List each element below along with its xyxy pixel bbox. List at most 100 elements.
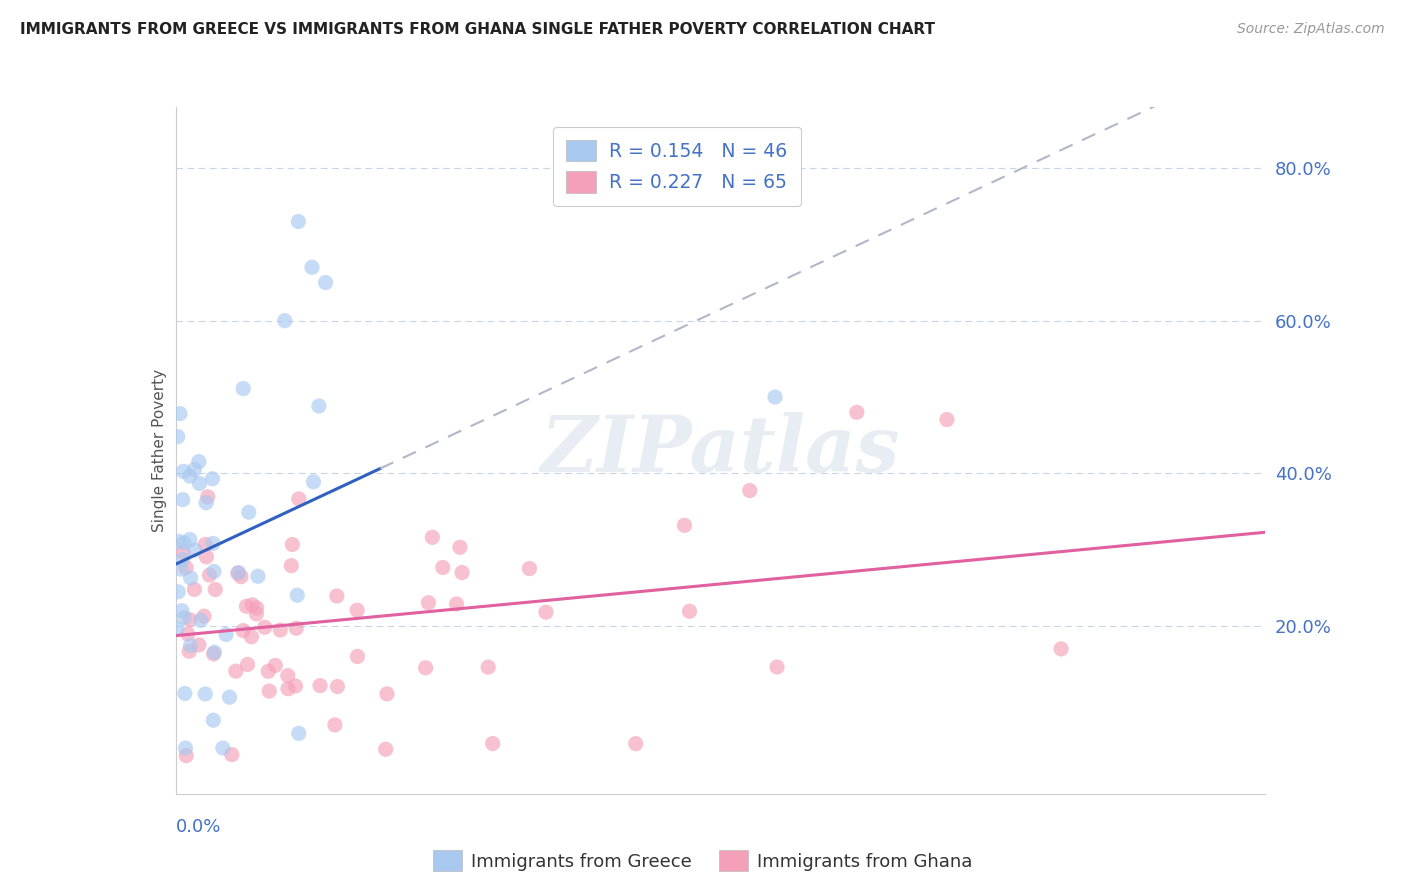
Point — [238, 505, 260, 519]
Legend: Immigrants from Greece, Immigrants from Ghana: Immigrants from Greece, Immigrants from … — [426, 843, 980, 879]
Point — [1050, 641, 1073, 656]
Point — [172, 545, 194, 559]
Point — [177, 627, 200, 641]
Point — [451, 566, 474, 580]
Point — [432, 560, 454, 574]
Point — [375, 687, 398, 701]
Point — [173, 536, 195, 550]
Point — [229, 569, 252, 583]
Point — [235, 599, 257, 614]
Point — [188, 638, 211, 652]
Point — [422, 530, 444, 544]
Point — [326, 680, 349, 694]
Point — [174, 560, 197, 574]
Point — [202, 536, 225, 550]
Point — [170, 562, 193, 576]
Point — [202, 647, 225, 661]
Point — [302, 475, 325, 489]
Point — [226, 566, 249, 581]
Point — [274, 314, 297, 328]
Point — [201, 472, 224, 486]
Point — [315, 276, 337, 290]
Point — [763, 390, 786, 404]
Point — [766, 660, 789, 674]
Text: 0.0%: 0.0% — [176, 818, 221, 836]
Point — [308, 399, 330, 413]
Point — [301, 260, 323, 275]
Point — [180, 571, 202, 585]
Point — [212, 741, 235, 756]
Point — [228, 566, 250, 580]
Point — [167, 584, 190, 599]
Point — [449, 541, 471, 555]
Point — [170, 604, 193, 618]
Point — [285, 621, 308, 635]
Text: IMMIGRANTS FROM GREECE VS IMMIGRANTS FROM GHANA SINGLE FATHER POVERTY CORRELATIO: IMMIGRANTS FROM GREECE VS IMMIGRANTS FRO… — [20, 22, 935, 37]
Point — [481, 737, 503, 751]
Point — [180, 639, 202, 653]
Point — [166, 430, 188, 444]
Point — [287, 726, 309, 740]
Point — [221, 747, 243, 762]
Point — [204, 582, 226, 597]
Point — [183, 462, 205, 476]
Point — [190, 613, 212, 627]
Point — [172, 552, 194, 566]
Legend: R = 0.154   N = 46, R = 0.227   N = 65: R = 0.154 N = 46, R = 0.227 N = 65 — [553, 127, 801, 206]
Point — [174, 741, 197, 756]
Point — [374, 742, 396, 756]
Point — [446, 597, 468, 611]
Point — [179, 533, 201, 547]
Point — [197, 490, 219, 504]
Y-axis label: Single Father Poverty: Single Father Poverty — [152, 369, 167, 532]
Point — [287, 491, 309, 506]
Point — [174, 748, 197, 763]
Point — [218, 690, 240, 705]
Point — [264, 658, 287, 673]
Point — [179, 469, 201, 483]
Point — [280, 558, 302, 573]
Point — [277, 668, 299, 682]
Point — [269, 623, 291, 637]
Point — [184, 543, 207, 558]
Point — [240, 598, 263, 612]
Point — [166, 622, 188, 636]
Point — [245, 607, 267, 621]
Point — [232, 624, 254, 638]
Point — [172, 464, 194, 478]
Point — [519, 561, 541, 575]
Point — [287, 214, 309, 228]
Point — [195, 549, 218, 564]
Point — [845, 405, 868, 419]
Text: Source: ZipAtlas.com: Source: ZipAtlas.com — [1237, 22, 1385, 37]
Point — [167, 534, 190, 549]
Point — [172, 492, 194, 507]
Point — [240, 630, 263, 644]
Point — [169, 407, 191, 421]
Point — [326, 589, 349, 603]
Point — [225, 664, 247, 678]
Point — [285, 588, 308, 602]
Point — [173, 610, 195, 624]
Point — [246, 569, 269, 583]
Point — [194, 687, 217, 701]
Point — [236, 657, 259, 672]
Point — [246, 601, 269, 615]
Point — [187, 455, 209, 469]
Point — [277, 681, 299, 696]
Point — [204, 645, 226, 659]
Point — [253, 620, 276, 634]
Point — [323, 718, 346, 732]
Point — [346, 649, 368, 664]
Point — [534, 605, 557, 619]
Point — [173, 686, 195, 700]
Point — [183, 582, 205, 597]
Point — [202, 713, 225, 727]
Point — [309, 679, 332, 693]
Point — [281, 537, 304, 551]
Point — [215, 627, 238, 641]
Point — [188, 476, 211, 491]
Point — [195, 496, 218, 510]
Point — [257, 684, 280, 698]
Point — [673, 518, 696, 533]
